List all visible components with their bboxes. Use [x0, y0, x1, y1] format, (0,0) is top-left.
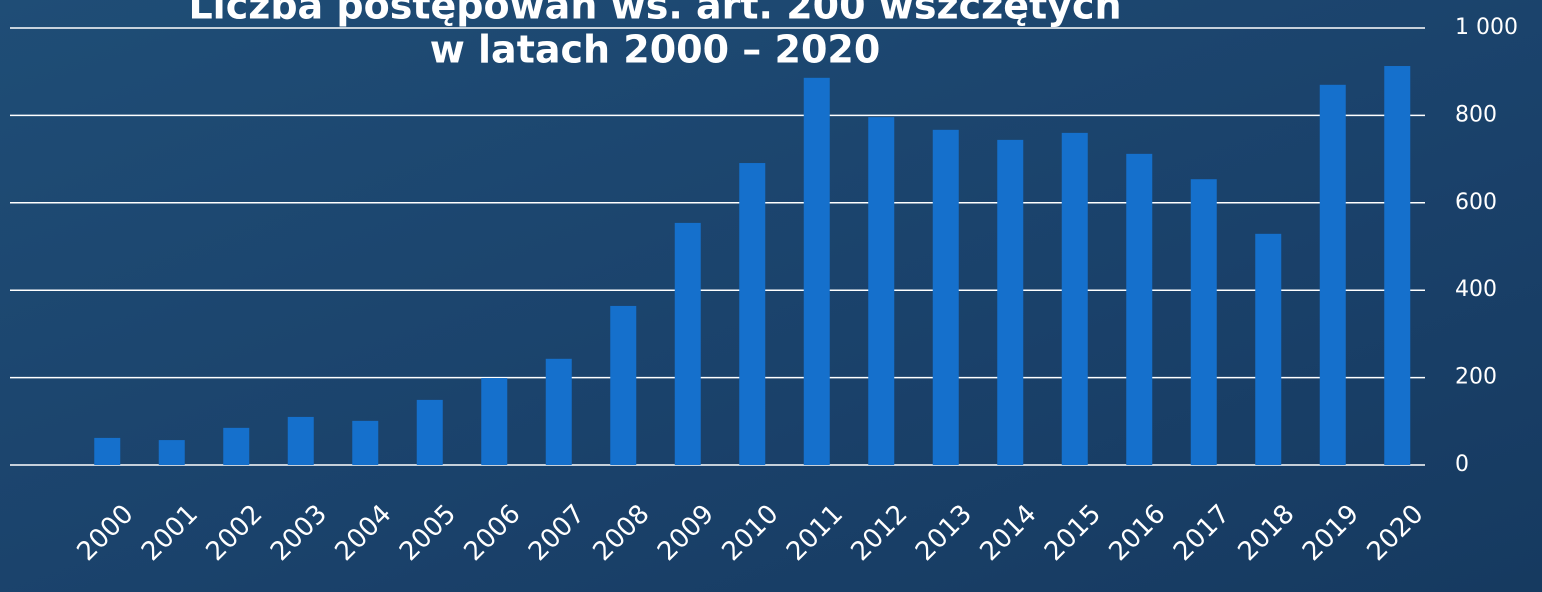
x-tick-label: 2006: [458, 499, 526, 567]
bar: [932, 129, 959, 466]
x-tick-label: 2016: [1103, 499, 1171, 567]
x-tick-label: 2013: [910, 499, 978, 567]
bar: [352, 420, 379, 465]
x-tick-label: 2015: [1039, 499, 1107, 567]
bar: [803, 77, 830, 466]
x-tick-label: 2005: [394, 499, 462, 567]
bar: [545, 358, 572, 465]
x-tick-label: 2012: [845, 499, 913, 567]
chart-title: Liczba postępowań ws. art. 200 wszczętyc…: [188, 0, 1121, 28]
bar: [674, 222, 701, 465]
x-tick-label: 2011: [781, 499, 849, 567]
x-tick-label: 2004: [329, 499, 397, 567]
x-tick-label: 2000: [71, 499, 139, 567]
y-tick-label: 0: [1455, 452, 1469, 477]
y-tick-label: 400: [1455, 277, 1497, 302]
bar: [610, 305, 637, 465]
bar: [94, 437, 121, 465]
x-tick-label: 2009: [652, 499, 720, 567]
bar: [223, 427, 250, 465]
bar: [481, 378, 508, 465]
bar: [1255, 233, 1282, 465]
x-tick-label: 2020: [1361, 499, 1429, 567]
x-tick-label: 2007: [523, 499, 591, 567]
bar: [158, 440, 185, 465]
bar: [1190, 179, 1217, 465]
x-tick-label: 2002: [200, 499, 268, 567]
bar: [416, 399, 443, 465]
bar: [1319, 84, 1346, 465]
bar: [739, 163, 766, 465]
y-tick-label: 1 000: [1455, 15, 1518, 40]
x-tick-label: 2017: [1168, 499, 1236, 567]
bar: [1126, 153, 1153, 465]
x-tick-label: 2003: [265, 499, 333, 567]
x-tick-label: 2018: [1232, 499, 1300, 567]
bar: [1061, 132, 1088, 465]
y-tick-label: 600: [1455, 190, 1497, 215]
chart-title: w latach 2000 – 2020: [430, 28, 881, 72]
bar: [868, 117, 895, 465]
y-tick-label: 800: [1455, 102, 1497, 127]
bar: [287, 416, 314, 465]
bar: [997, 139, 1024, 465]
x-tick-label: 2010: [716, 499, 784, 567]
x-tick-label: 2001: [136, 499, 204, 567]
x-tick-label: 2019: [1297, 499, 1365, 567]
x-tick-label: 2008: [587, 499, 655, 567]
x-tick-label: 2014: [974, 499, 1042, 567]
bar: [1384, 66, 1411, 466]
y-tick-label: 200: [1455, 365, 1497, 390]
